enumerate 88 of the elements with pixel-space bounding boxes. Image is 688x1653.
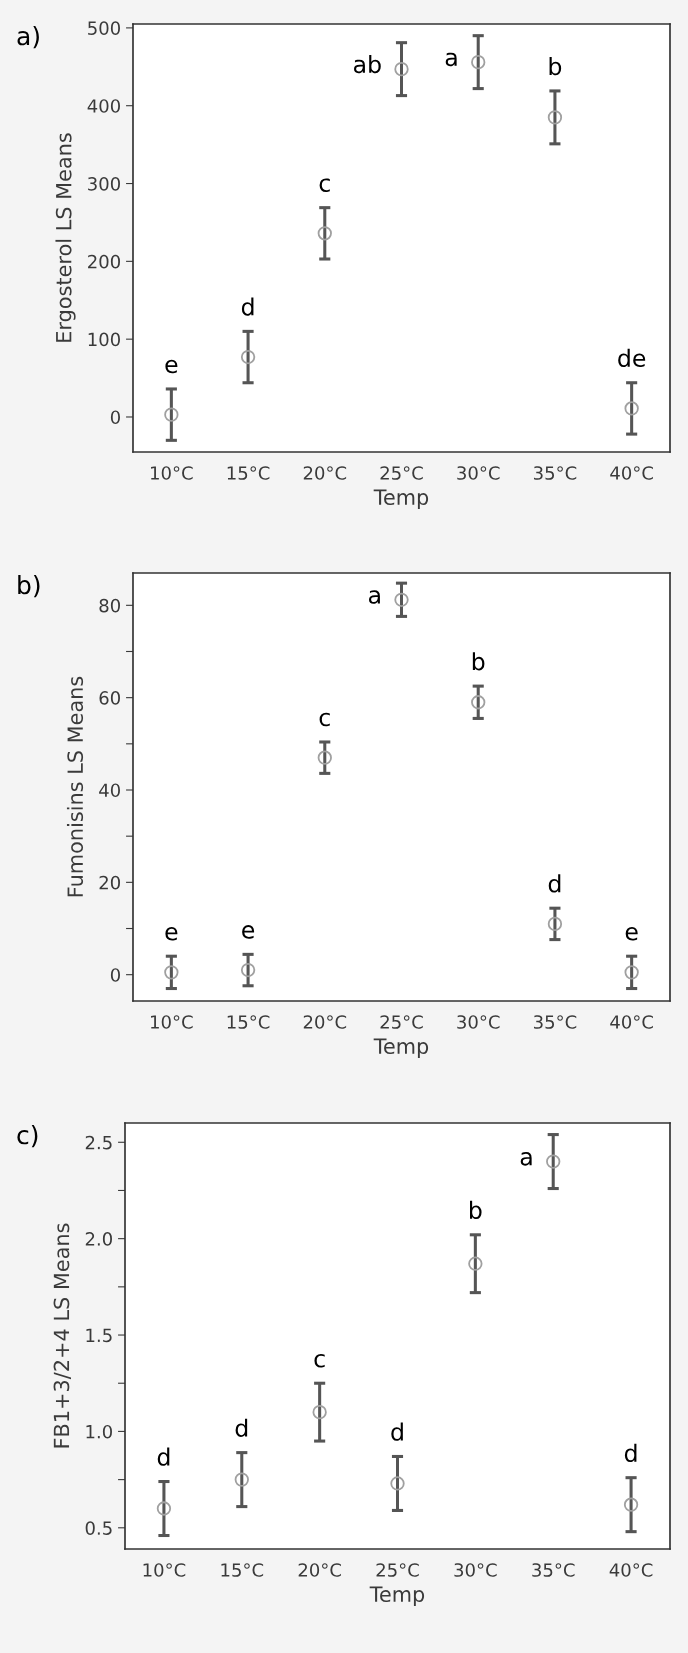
x-tick-label: 15°C [227,466,270,480]
annotation: a [445,52,457,67]
point [317,226,332,241]
y-tick-label: 80 [99,598,120,613]
annotation: d [157,1447,170,1466]
x-tick-label: 10°C [151,466,193,480]
x-tick-label: 10°C [151,1015,193,1029]
point [623,1497,639,1512]
x-tick-label: 20°C [298,1563,341,1577]
annotation: e [165,359,178,374]
x-tick-label: 35°C [532,1563,575,1577]
point [471,54,486,70]
annotation: ab [354,54,381,74]
x-tick-label: 40°C [610,466,653,480]
annotation: d [624,1443,637,1462]
y-tick-label: 0 [110,410,120,425]
annotation: a [369,590,380,604]
annotation: c [314,1353,325,1368]
point [240,349,256,365]
y-axis-title: Fumonisins LS Means [66,676,84,897]
point [471,695,486,710]
annotation: c [319,712,330,727]
point [624,965,639,980]
y-tick-label: 20 [99,875,120,890]
y-axis-title: FB1+3/2+4 LS Means [53,1223,71,1448]
point [156,1501,172,1516]
y-tick-label: 300 [88,176,120,191]
annotation: d [235,1418,248,1437]
point [390,1476,405,1491]
point [468,1256,483,1271]
point [240,962,256,978]
annotation: e [242,925,255,939]
annotation: de [618,348,646,368]
point [394,592,409,607]
x-tick-label: 40°C [609,1563,653,1577]
chart-title: a) [17,26,39,49]
y-tick-label: 60 [99,691,120,705]
chart-title: b) [18,575,40,598]
y-tick-label: 100 [88,332,120,347]
y-tick-label: 2.5 [85,1135,112,1150]
x-tick-label: 25°C [380,1015,423,1029]
y-tick-label: 0.5 [85,1521,112,1535]
x-tick-label: 40°C [610,1015,653,1029]
point [312,1404,327,1420]
x-tick-label: 35°C [534,466,577,480]
y-tick-label: 500 [88,21,120,36]
point [547,916,563,932]
annotation: e [625,926,638,941]
annotation: c [319,178,330,192]
point [317,750,332,765]
point [394,61,409,77]
x-tick-label: 30°C [457,1015,500,1029]
annotation: b [472,652,485,671]
y-tick-label: 200 [88,254,120,269]
point [547,110,563,125]
point [164,407,179,422]
chart-title: c) [17,1125,38,1148]
annotation: e [165,926,178,941]
x-axis-title: Temp [373,1038,429,1059]
x-tick-label: 30°C [454,1563,497,1577]
point [546,1154,561,1169]
y-tick-label: 1.0 [86,1424,112,1439]
annotation: b [549,56,562,76]
x-tick-label: 15°C [221,1563,264,1577]
point [164,965,179,980]
annotation: a [520,1152,532,1166]
y-axis-title: Ergosterol LS Means [55,133,76,342]
x-tick-label: 25°C [376,1563,419,1577]
x-tick-label: 20°C [303,466,347,480]
x-axis-title: Temp [373,489,429,510]
x-tick-label: 20°C [303,1015,347,1029]
x-tick-label: 25°C [380,466,423,480]
point [624,401,639,416]
y-tick-label: 2.0 [85,1232,112,1246]
y-tick-label: 1.5 [86,1328,112,1343]
annotation: d [241,297,254,316]
x-tick-label: 10°C [143,1563,186,1577]
y-tick-label: 0 [110,968,120,982]
annotation: b [470,1200,482,1220]
annotation: d [548,874,561,893]
x-axis-title: Temp [369,1586,425,1607]
y-tick-label: 400 [87,99,120,113]
y-tick-label: 40 [99,783,120,798]
x-tick-label: 15°C [227,1015,270,1029]
x-tick-label: 35°C [534,1015,577,1029]
point [234,1472,249,1487]
annotation: d [391,1422,403,1441]
x-tick-label: 30°C [457,466,500,480]
